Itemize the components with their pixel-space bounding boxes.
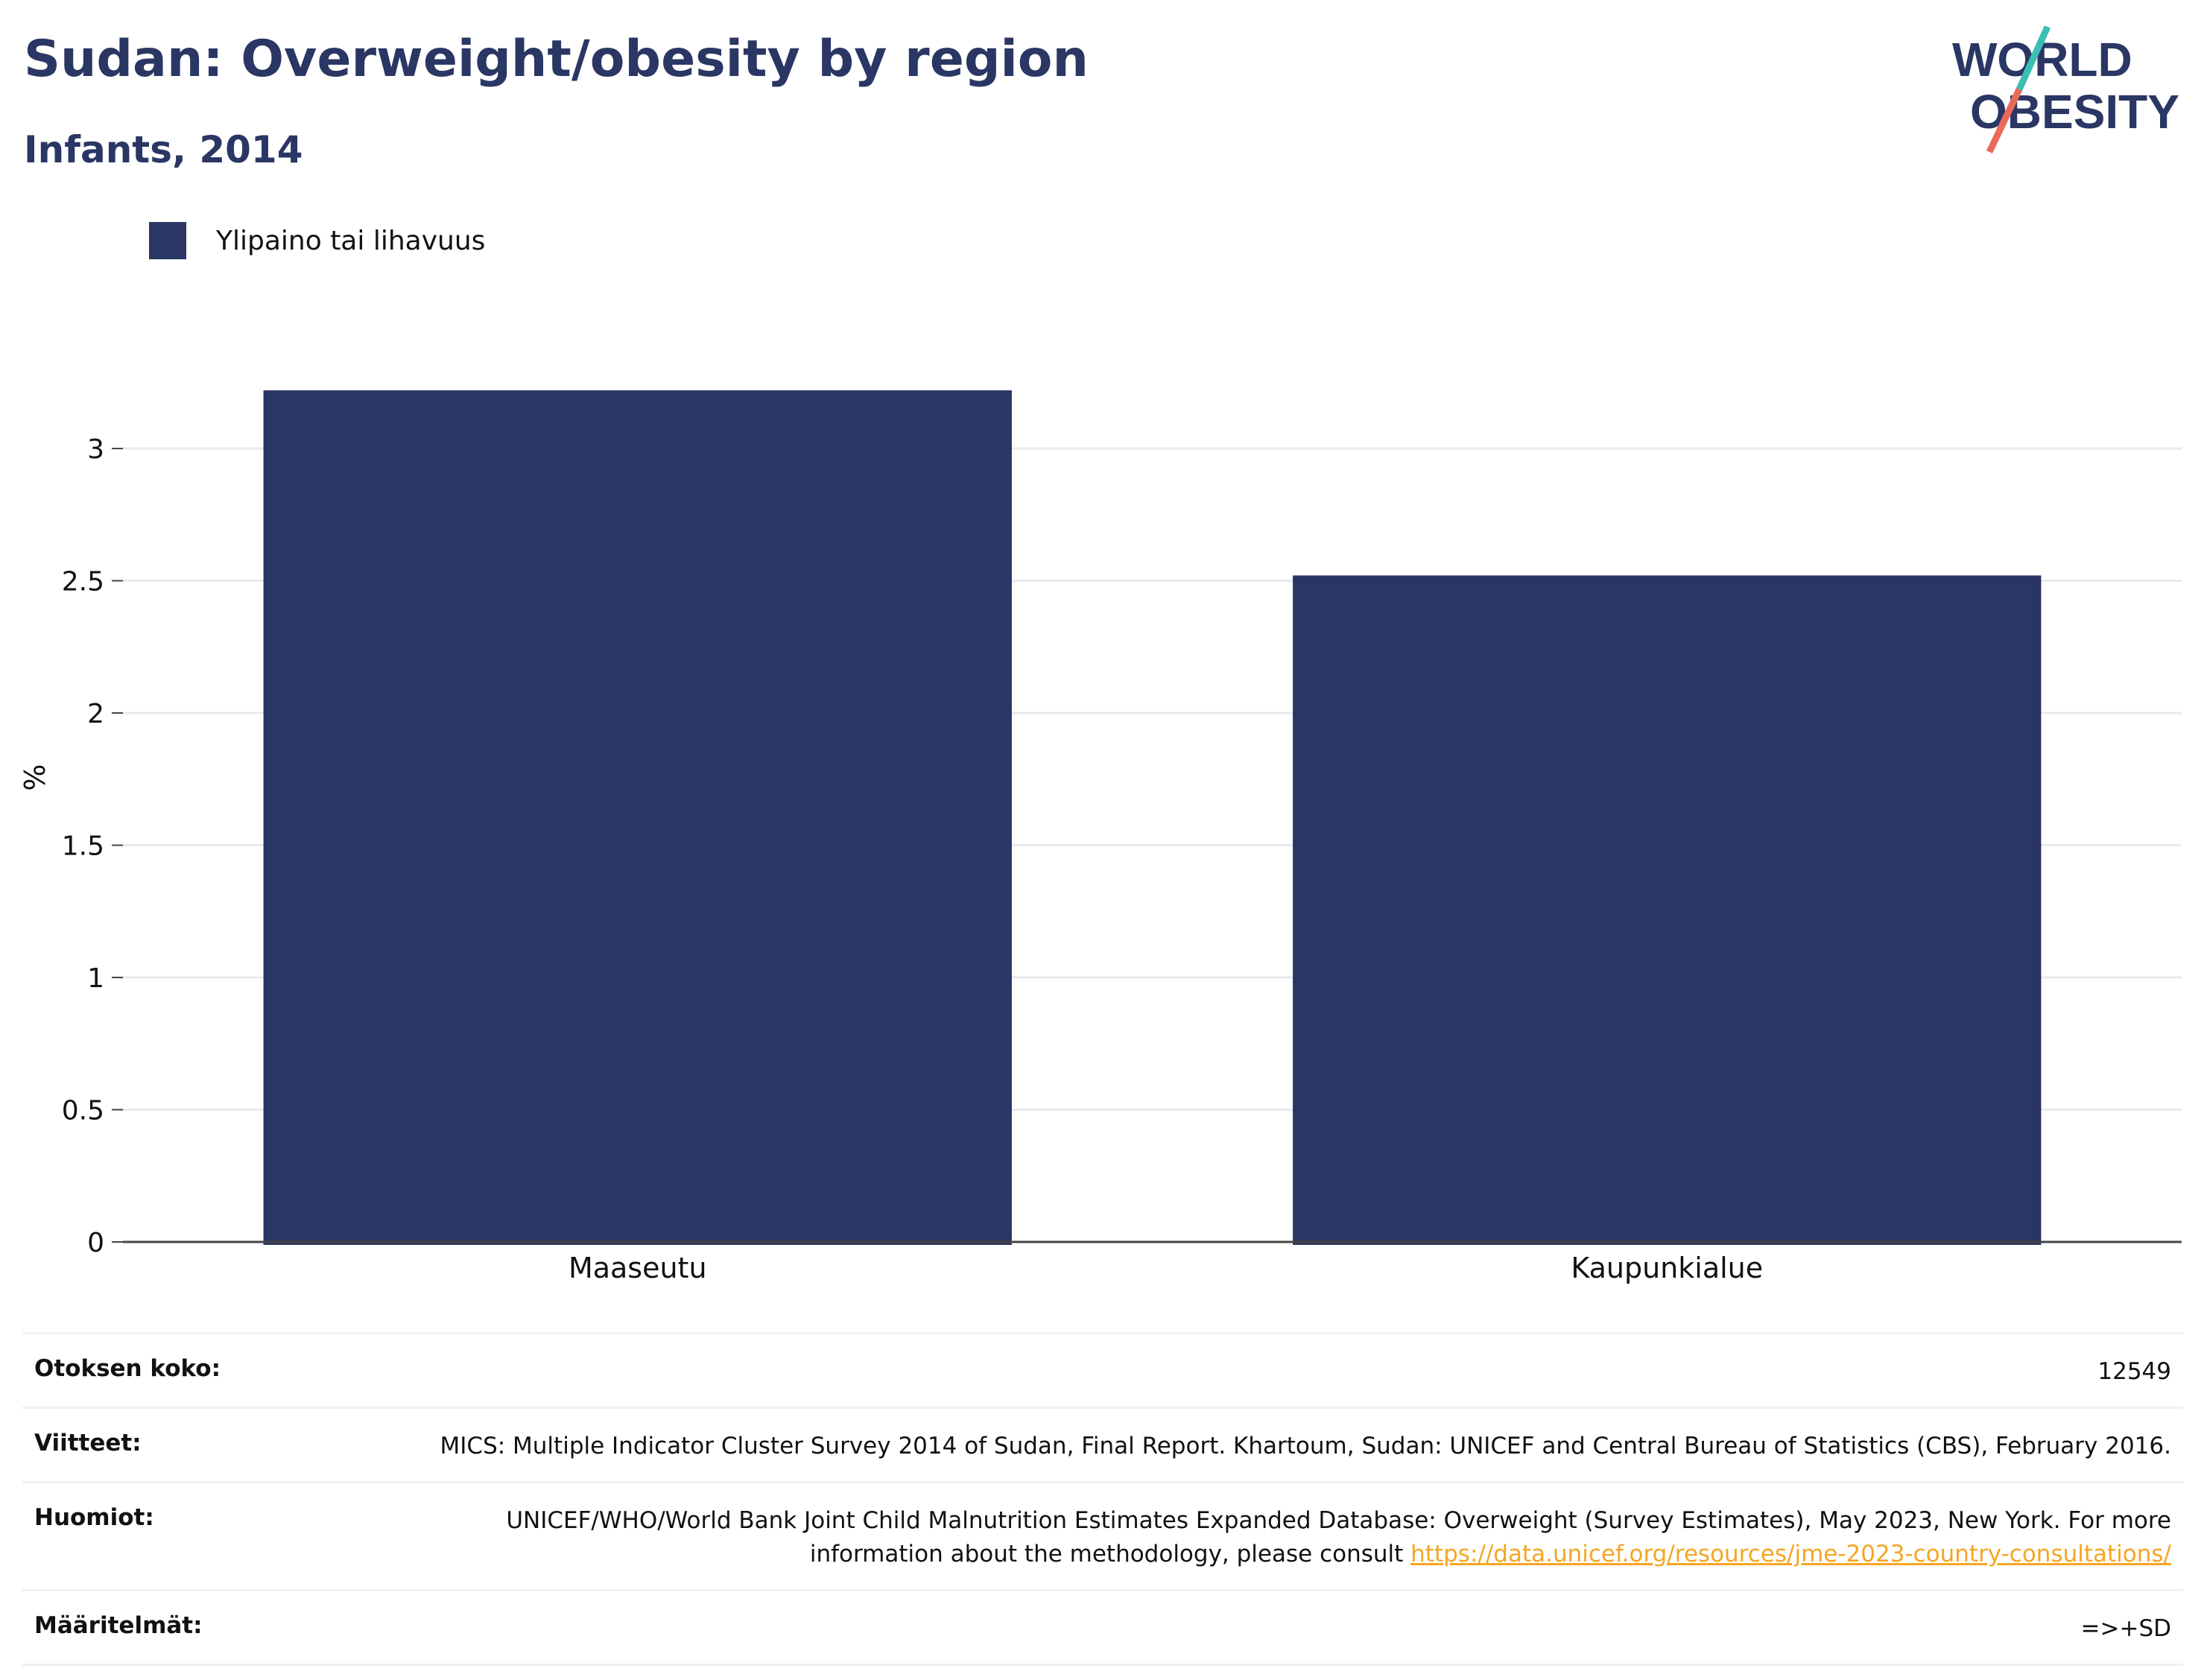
y-tick-label: 3 (87, 434, 104, 465)
y-tick-label: 0 (87, 1228, 104, 1258)
bar-chart: 0 0.5 1 1.5 2 2.5 3 Maaseutu Kaupunkialue % (19, 390, 2182, 1284)
references-value: MICS: Multiple Indicator Cluster Survey … (440, 1432, 2171, 1459)
x-tick-label: Kaupunkialue (1571, 1252, 1763, 1284)
notes-text: UNICEF/WHO/World Bank Joint Child Malnut… (506, 1506, 2171, 1568)
footer-row-references: Viitteet: MICS: Multiple Indicator Clust… (22, 1406, 2183, 1481)
footer-row-definitions: Määritelmät: =>+SD (22, 1588, 2183, 1666)
y-axis-label: % (19, 764, 51, 790)
y-tick-labels: 0 0.5 1 1.5 2 2.5 3 (62, 434, 104, 1258)
x-tick-labels: Maaseutu Kaupunkialue (569, 1252, 1763, 1284)
legend-swatch (149, 222, 186, 259)
chart-footer: Otoksen koko: 12549 Viitteet: MICS: Mult… (22, 1332, 2183, 1666)
y-tick-label: 1.5 (62, 831, 104, 862)
references-label: Viitteet: (34, 1429, 142, 1456)
bars (263, 390, 2042, 1245)
world-obesity-logo: WORLD OBESITY (1952, 25, 2179, 153)
logo-slash-coral (1986, 88, 2023, 153)
chart-title: Sudan: Overweight/obesity by region (24, 30, 1089, 89)
footer-row-notes: Huomiot: UNICEF/WHO/World Bank Joint Chi… (22, 1480, 2183, 1589)
bar-maaseutu (263, 390, 1012, 1245)
notes-label: Huomiot: (34, 1503, 154, 1531)
y-tick-label: 2.5 (62, 567, 104, 597)
definitions-value: =>+SD (2080, 1614, 2171, 1642)
x-tick-label: Maaseutu (569, 1252, 707, 1284)
y-tick-label: 2 (87, 699, 104, 729)
methodology-link[interactable]: https://data.unicef.org/resources/jme-20… (1410, 1540, 2171, 1568)
bar-kaupunkialue (1293, 575, 2042, 1245)
sample-size-value: 12549 (2097, 1358, 2171, 1385)
chart-subtitle: Infants, 2014 (24, 128, 303, 171)
footer-row-sample: Otoksen koko: 12549 (22, 1332, 2183, 1407)
logo-slash-teal (2015, 25, 2051, 91)
sample-size-label: Otoksen koko: (34, 1355, 221, 1382)
legend: Ylipaino tai lihavuus (149, 222, 485, 259)
legend-label: Ylipaino tai lihavuus (216, 225, 486, 256)
y-tick-label: 1 (87, 963, 104, 994)
notes-value: UNICEF/WHO/World Bank Joint Child Malnut… (383, 1504, 2171, 1571)
definitions-label: Määritelmät: (34, 1611, 203, 1639)
y-tick-label: 0.5 (62, 1096, 104, 1126)
